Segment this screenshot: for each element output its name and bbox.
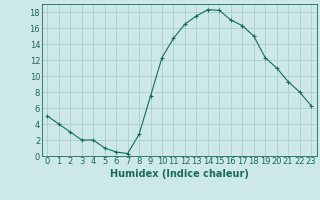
X-axis label: Humidex (Indice chaleur): Humidex (Indice chaleur) <box>110 169 249 179</box>
